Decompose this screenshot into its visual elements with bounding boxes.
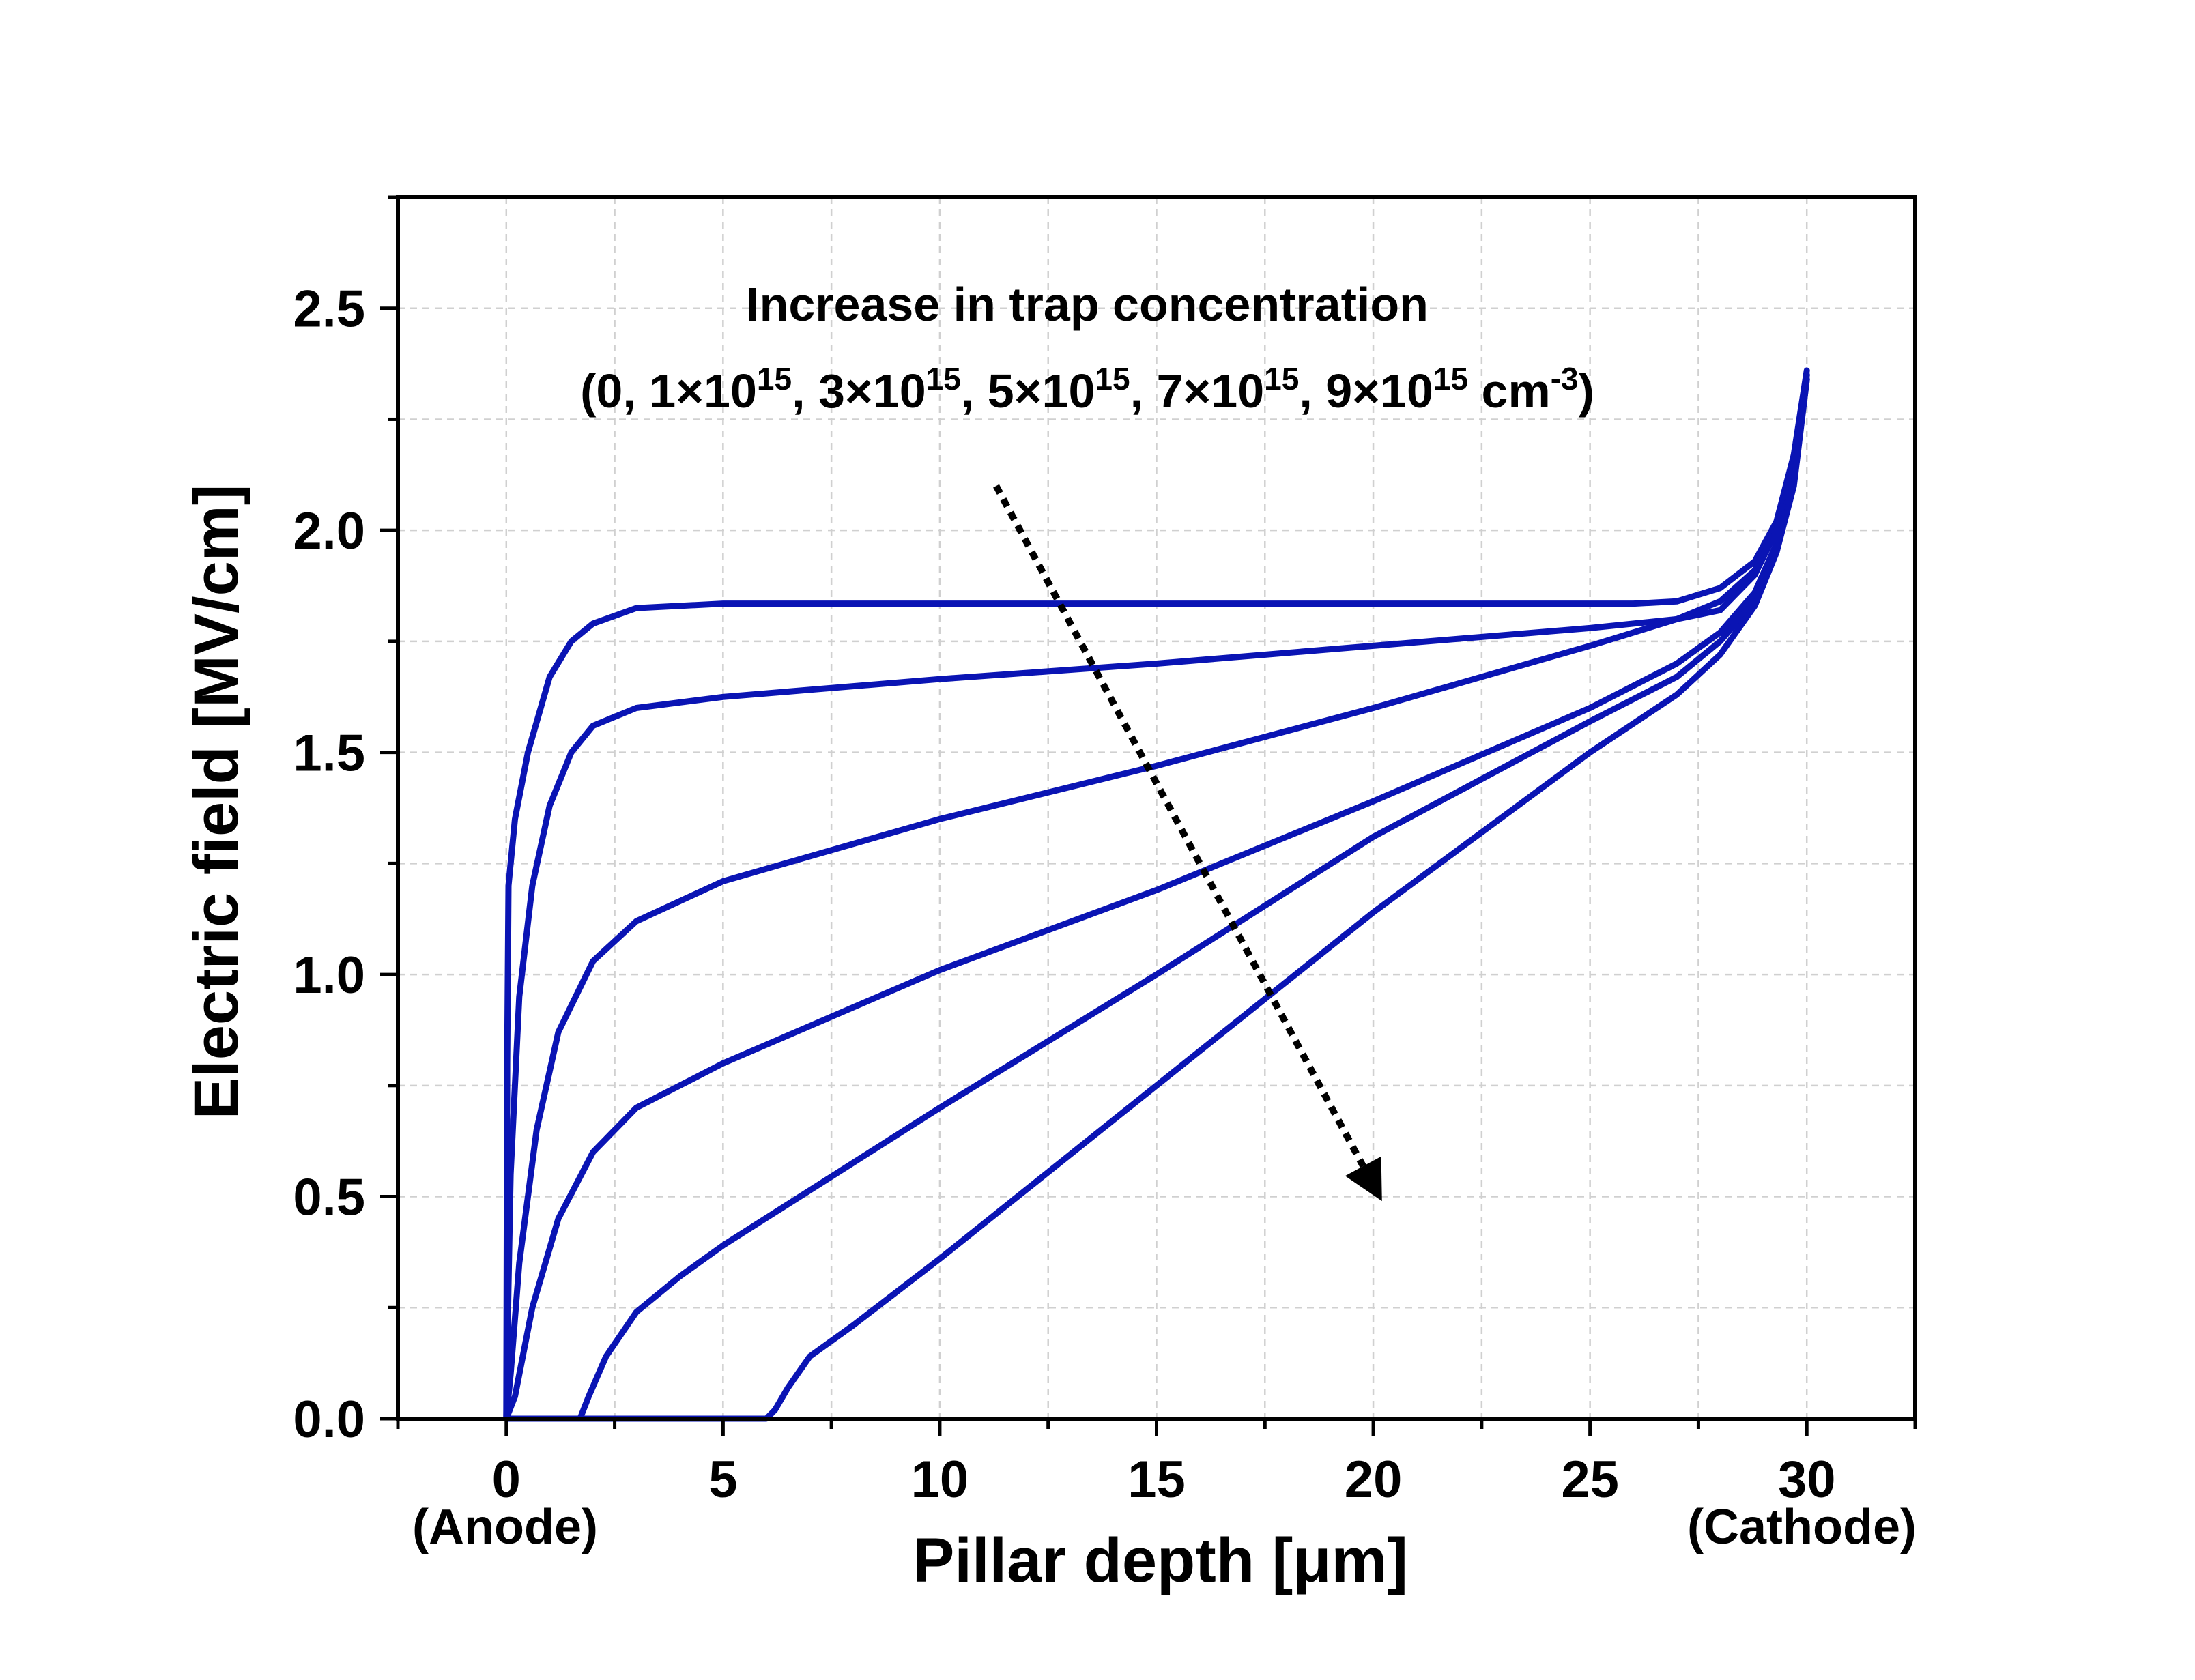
y-tick-label: 2.0 <box>293 502 365 560</box>
y-tick-label: 1.0 <box>293 946 365 1004</box>
x-tick-label: 15 <box>1128 1451 1186 1509</box>
curves <box>503 367 1810 1422</box>
x-axis-title: Pillar depth [μm] <box>913 1526 1408 1595</box>
y-tick-label: 0.5 <box>293 1169 365 1227</box>
x-tick-label: 10 <box>911 1451 969 1509</box>
x-tick-label: 30 <box>1778 1451 1836 1509</box>
x-tick-label: 20 <box>1345 1451 1403 1509</box>
series-line-3 <box>503 371 1810 1422</box>
x-tick-label: 0 <box>492 1451 521 1509</box>
series-line-5 <box>577 376 1810 1422</box>
series-line-6 <box>503 376 1810 1422</box>
annotation-line2: (0, 1×1015, 3×1015, 5×1015, 7×1015, 9×10… <box>580 361 1594 418</box>
y-tick-label: 0.0 <box>293 1391 365 1449</box>
y-tick-label: 2.5 <box>293 280 365 338</box>
series-line-2 <box>503 371 1810 1422</box>
x-end-label-anode: (Anode) <box>412 1500 598 1554</box>
ticks <box>380 195 1917 1436</box>
x-tick-label: 5 <box>708 1451 737 1509</box>
tick-labels: 0 5 10 15 20 25 30 0.0 0.5 1.0 1.5 2.0 2.5 <box>293 280 1835 1509</box>
y-axis-title: Electric field [MV/cm] <box>182 484 251 1119</box>
x-tick-label: 25 <box>1561 1451 1619 1509</box>
series-line-1 <box>503 367 1810 1422</box>
trend-arrow-head <box>1345 1156 1382 1202</box>
trend-arrow <box>993 484 1382 1202</box>
annotation-line1: Increase in trap concentration <box>746 278 1429 331</box>
y-tick-label: 1.5 <box>293 725 365 783</box>
x-end-label-cathode: (Cathode) <box>1687 1500 1917 1554</box>
